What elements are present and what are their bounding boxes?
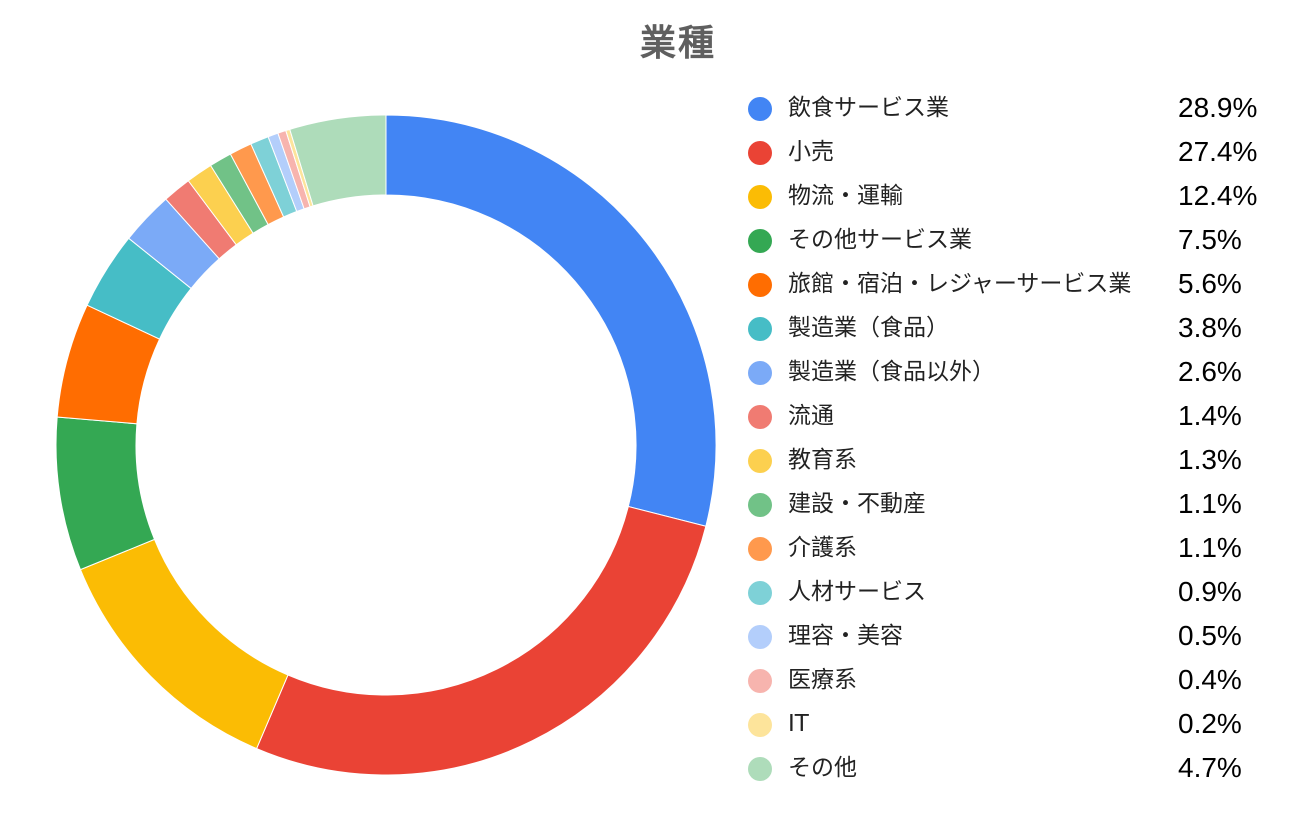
legend-value: 4.7%: [1178, 752, 1242, 783]
donut-chart: [55, 114, 717, 776]
legend-item: 教育系 1.3%: [748, 438, 1278, 482]
legend-label: 物流・運輸: [788, 183, 903, 209]
legend-swatch: [748, 405, 772, 429]
legend-value: 28.9%: [1178, 92, 1258, 123]
legend-swatch: [748, 713, 772, 737]
legend-item: 物流・運輸 12.4%: [748, 174, 1278, 218]
legend-item: 理容・美容 0.5%: [748, 614, 1278, 658]
legend-value: 0.5%: [1178, 620, 1242, 651]
legend-swatch: [748, 273, 772, 297]
legend-item: 流通 1.4%: [748, 394, 1278, 438]
pie-slice: [79, 538, 289, 750]
legend-value: 27.4%: [1178, 136, 1258, 167]
legend-label: その他: [788, 755, 857, 781]
legend-label: 介護系: [788, 535, 857, 561]
legend-item: 小売 27.4%: [748, 130, 1278, 174]
legend-swatch: [748, 185, 772, 209]
legend-swatch: [748, 625, 772, 649]
legend-swatch: [748, 669, 772, 693]
legend-swatch: [748, 97, 772, 121]
legend-label: 製造業（食品）: [788, 315, 949, 341]
legend-swatch: [748, 449, 772, 473]
legend-item: 医療系 0.4%: [748, 658, 1278, 702]
legend-label: 理容・美容: [788, 623, 903, 649]
legend-item: 製造業（食品） 3.8%: [748, 306, 1278, 350]
legend-label: IT: [788, 711, 809, 737]
legend-item: 介護系 1.1%: [748, 526, 1278, 570]
legend-swatch: [748, 361, 772, 385]
legend-item: 旅館・宿泊・レジャーサービス業 5.6%: [748, 262, 1278, 306]
legend-label: 飲食サービス業: [788, 95, 949, 121]
legend-swatch: [748, 581, 772, 605]
legend-swatch: [748, 537, 772, 561]
legend-item: 飲食サービス業 28.9%: [748, 86, 1278, 130]
legend-value: 12.4%: [1178, 180, 1258, 211]
legend-item: 建設・不動産 1.1%: [748, 482, 1278, 526]
legend-value: 1.4%: [1178, 400, 1242, 431]
legend-item: 人材サービス 0.9%: [748, 570, 1278, 614]
legend-label: 人材サービス: [788, 579, 926, 605]
pie-slice: [385, 114, 717, 527]
legend-value: 0.2%: [1178, 708, 1242, 739]
legend-value: 2.6%: [1178, 356, 1242, 387]
legend-value: 1.3%: [1178, 444, 1242, 475]
legend-item: 製造業（食品以外） 2.6%: [748, 350, 1278, 394]
legend-value: 1.1%: [1178, 488, 1242, 519]
legend-label: 流通: [788, 403, 834, 429]
pie-slice: [289, 114, 387, 207]
legend-value: 0.9%: [1178, 576, 1242, 607]
legend-item: その他サービス業 7.5%: [748, 218, 1278, 262]
chart-legend: 飲食サービス業 28.9% 小売 27.4% 物流・運輸 12.4% その他サービス業 7.5…: [748, 86, 1278, 790]
legend-label: 製造業（食品以外）: [788, 359, 995, 385]
legend-item: IT 0.2%: [748, 702, 1278, 746]
legend-value: 5.6%: [1178, 268, 1242, 299]
legend-label: 医療系: [788, 667, 857, 693]
legend-label: 旅館・宿泊・レジャーサービス業: [788, 271, 1132, 297]
chart-title: 業種: [639, 23, 716, 64]
legend-label: その他サービス業: [788, 227, 972, 253]
legend-value: 1.1%: [1178, 532, 1242, 563]
legend-item: その他 4.7%: [748, 746, 1278, 790]
legend-value: 0.4%: [1178, 664, 1242, 695]
legend-swatch: [748, 229, 772, 253]
pie-slice: [255, 505, 707, 776]
legend-value: 7.5%: [1178, 224, 1242, 255]
legend-swatch: [748, 317, 772, 341]
legend-swatch: [748, 141, 772, 165]
legend-label: 教育系: [788, 447, 857, 473]
legend-value: 3.8%: [1178, 312, 1242, 343]
legend-label: 建設・不動産: [788, 491, 926, 517]
legend-swatch: [748, 493, 772, 517]
legend-swatch: [748, 757, 772, 781]
legend-label: 小売: [788, 139, 834, 165]
